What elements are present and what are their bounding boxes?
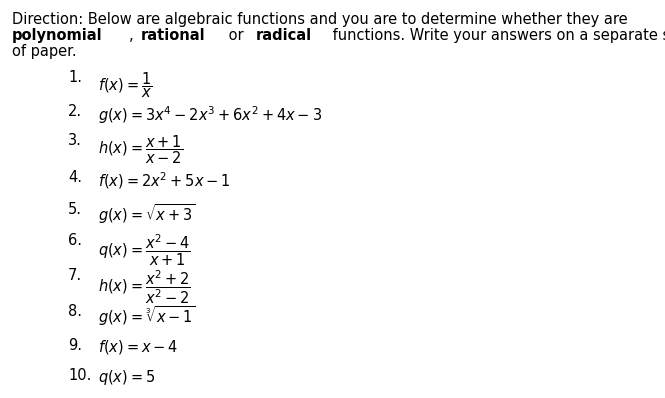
Text: $f(x) = x - 4$: $f(x) = x - 4$ — [98, 338, 178, 356]
Text: $f(x) = 2x^2 + 5x - 1$: $f(x) = 2x^2 + 5x - 1$ — [98, 170, 231, 191]
Text: $h(x) = \dfrac{x+1}{x-2}$: $h(x) = \dfrac{x+1}{x-2}$ — [98, 133, 183, 166]
Text: $h(x) = \dfrac{x^2+2}{x^2-2}$: $h(x) = \dfrac{x^2+2}{x^2-2}$ — [98, 268, 191, 306]
Text: $g(x) = 3x^4 - 2x^3 + 6x^2 + 4x - 3$: $g(x) = 3x^4 - 2x^3 + 6x^2 + 4x - 3$ — [98, 104, 322, 126]
Text: $g(x) = \sqrt{x+3}$: $g(x) = \sqrt{x+3}$ — [98, 202, 196, 226]
Text: 5.: 5. — [68, 202, 82, 217]
Text: ,: , — [129, 28, 138, 43]
Text: $q(x) = \dfrac{x^2-4}{x+1}$: $q(x) = \dfrac{x^2-4}{x+1}$ — [98, 233, 191, 268]
Text: 6.: 6. — [68, 233, 82, 248]
Text: 10.: 10. — [68, 368, 91, 383]
Text: 8.: 8. — [68, 304, 82, 319]
Text: 2.: 2. — [68, 104, 82, 119]
Text: functions. Write your answers on a separate sheet: functions. Write your answers on a separ… — [328, 28, 665, 43]
Text: radical: radical — [255, 28, 312, 43]
Text: 9.: 9. — [68, 338, 82, 353]
Text: 3.: 3. — [68, 133, 82, 148]
Text: 1.: 1. — [68, 70, 82, 85]
Text: 4.: 4. — [68, 170, 82, 185]
Text: $q(x) = 5$: $q(x) = 5$ — [98, 368, 156, 387]
Text: or: or — [224, 28, 249, 43]
Text: rational: rational — [141, 28, 205, 43]
Text: $f(x) = \dfrac{1}{x}$: $f(x) = \dfrac{1}{x}$ — [98, 70, 152, 100]
Text: Direction: Below are algebraic functions and you are to determine whether they a: Direction: Below are algebraic functions… — [12, 12, 628, 27]
Text: $g(x) = \sqrt[3]{x-1}$: $g(x) = \sqrt[3]{x-1}$ — [98, 304, 196, 328]
Text: 7.: 7. — [68, 268, 82, 283]
Text: of paper.: of paper. — [12, 44, 76, 59]
Text: polynomial: polynomial — [12, 28, 102, 43]
